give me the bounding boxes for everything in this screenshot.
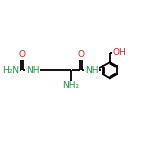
Text: OH: OH (112, 48, 126, 57)
Text: NH₂: NH₂ (62, 81, 79, 90)
Text: H₂N: H₂N (2, 66, 19, 75)
Text: O: O (18, 50, 25, 59)
Text: NH: NH (85, 66, 98, 75)
Text: NH: NH (26, 66, 39, 75)
Text: O: O (77, 50, 84, 59)
